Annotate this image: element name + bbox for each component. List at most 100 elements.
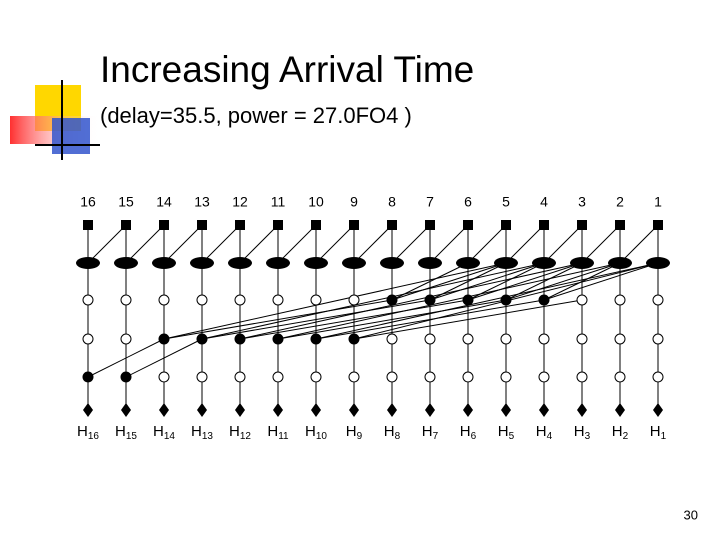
output-base: H (267, 423, 278, 440)
output-sub: 2 (623, 431, 629, 442)
black-cell (82, 371, 94, 383)
input-node (501, 220, 511, 230)
buffer-cell (652, 333, 664, 345)
output-node (539, 403, 549, 417)
wire (163, 224, 203, 264)
output-sub: 11 (278, 431, 289, 442)
wire (277, 299, 507, 340)
buffer-cell (310, 294, 322, 306)
black-cell (386, 294, 398, 306)
pg-node (266, 257, 290, 269)
buffer-cell (614, 333, 626, 345)
pg-node (342, 257, 366, 269)
output-sub: 4 (547, 431, 553, 442)
buffer-cell (500, 333, 512, 345)
wire (467, 224, 507, 264)
wire (163, 299, 393, 340)
output-label: H9 (346, 423, 363, 442)
wire (619, 224, 659, 264)
buffer-cell (196, 371, 208, 383)
black-cell (462, 294, 474, 306)
output-sub: 10 (316, 431, 328, 442)
column-label: 4 (540, 194, 548, 210)
pg-node (494, 257, 518, 269)
output-sub: 8 (395, 431, 401, 442)
buffer-cell (462, 371, 474, 383)
logo (10, 80, 100, 160)
column-label: 13 (194, 194, 210, 210)
output-node (83, 403, 93, 417)
buffer-cell (576, 294, 588, 306)
column-label: 14 (156, 194, 172, 210)
input-node (349, 220, 359, 230)
wire (239, 224, 279, 264)
buffer-cell (386, 371, 398, 383)
output-node (653, 403, 663, 417)
output-label: H12 (229, 423, 251, 442)
output-label: H8 (384, 423, 401, 442)
output-label: H5 (498, 423, 515, 442)
wire (391, 224, 431, 264)
output-sub: 15 (126, 431, 138, 442)
output-label: H2 (612, 423, 629, 442)
black-cell (196, 333, 208, 345)
output-label: H11 (267, 423, 289, 442)
black-cell (310, 333, 322, 345)
output-sub: 1 (661, 431, 667, 442)
buffer-cell (158, 294, 170, 306)
pg-node (152, 257, 176, 269)
input-node (615, 220, 625, 230)
buffer-cell (576, 371, 588, 383)
output-base: H (498, 423, 509, 440)
output-sub: 14 (164, 431, 176, 442)
output-base: H (384, 423, 395, 440)
wire (201, 299, 431, 340)
column-label: 10 (308, 194, 324, 210)
buffer-cell (82, 333, 94, 345)
output-label: H14 (153, 423, 175, 442)
buffer-cell (272, 294, 284, 306)
pg-node (608, 257, 632, 269)
wire (543, 224, 583, 264)
pg-node (304, 257, 328, 269)
output-sub: 3 (585, 431, 591, 442)
column-label: 1 (654, 194, 662, 210)
buffer-cell (196, 294, 208, 306)
output-base: H (536, 423, 547, 440)
output-node (577, 403, 587, 417)
output-node (349, 403, 359, 417)
wire (429, 262, 545, 301)
output-base: H (422, 423, 433, 440)
output-base: H (229, 423, 240, 440)
buffer-cell (310, 371, 322, 383)
output-sub: 5 (509, 431, 515, 442)
output-node (197, 403, 207, 417)
buffer-cell (614, 294, 626, 306)
output-sub: 6 (471, 431, 477, 442)
column-label: 8 (388, 194, 396, 210)
input-node (83, 220, 93, 230)
input-node (387, 220, 397, 230)
column-label: 5 (502, 194, 510, 210)
column-label: 7 (426, 194, 434, 210)
output-node (235, 403, 245, 417)
column-label: 12 (232, 194, 248, 210)
wire (315, 224, 355, 264)
pg-node (114, 257, 138, 269)
buffer-cell (120, 294, 132, 306)
buffer-cell (652, 371, 664, 383)
title: Increasing Arrival Time (100, 49, 474, 90)
pg-node (190, 257, 214, 269)
wire (201, 224, 241, 264)
black-cell (120, 371, 132, 383)
output-sub: 13 (202, 431, 214, 442)
wire (125, 338, 203, 378)
output-label: H16 (77, 423, 99, 442)
buffer-cell (424, 371, 436, 383)
wire (505, 224, 545, 264)
buffer-cell (500, 371, 512, 383)
wire (505, 262, 621, 301)
pg-node (570, 257, 594, 269)
wire (353, 224, 393, 264)
